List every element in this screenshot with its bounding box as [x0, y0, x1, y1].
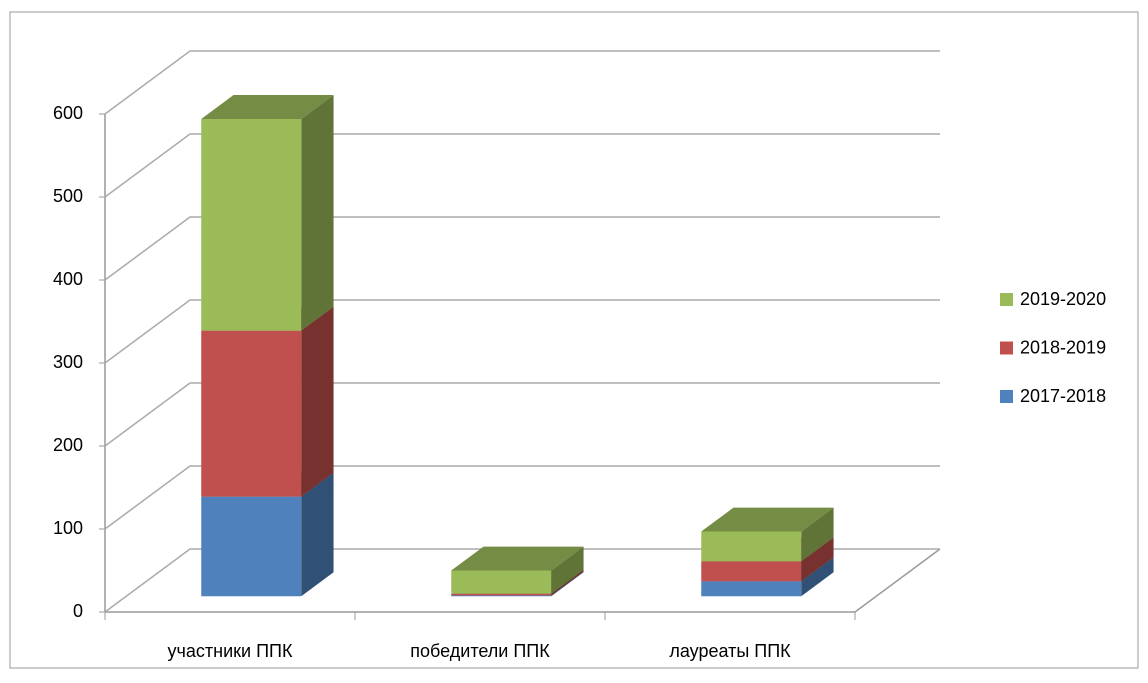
y-tick-label: 600 [53, 103, 83, 123]
bar-side [551, 546, 584, 594]
legend-swatch [1000, 341, 1013, 355]
y-tick-label: 300 [53, 352, 83, 372]
bar [201, 119, 302, 331]
bar-top [201, 95, 334, 119]
grid-line [104, 133, 940, 198]
bar [201, 330, 302, 497]
grid-line [104, 465, 940, 530]
bar [451, 593, 552, 596]
bar-side [551, 569, 584, 596]
legend-swatch [1000, 390, 1013, 403]
bar-side [301, 472, 334, 597]
bar-side [801, 507, 834, 562]
bar-side [551, 571, 584, 597]
bar [701, 561, 802, 582]
x-tick-label: лауреаты ППК [669, 641, 791, 661]
grid-line [104, 299, 940, 364]
bar-top [451, 546, 584, 571]
y-tick-label: 0 [73, 601, 83, 621]
y-tick-label: 200 [53, 435, 83, 455]
grid-line [104, 382, 940, 447]
y-tick-label: 500 [53, 186, 83, 206]
y-tick-label: 100 [53, 518, 83, 538]
grid-line [104, 50, 940, 115]
bar [451, 595, 552, 597]
bar-top [701, 507, 834, 532]
legend-label: 2018-2019 [1020, 337, 1106, 357]
chart-border [9, 11, 1139, 669]
bar [701, 581, 802, 597]
bar [451, 570, 552, 594]
bar [701, 531, 802, 562]
x-tick-label: участники ППК [168, 641, 293, 661]
bar [201, 496, 302, 597]
legend-label: 2017-2018 [1020, 386, 1106, 406]
grid-line [104, 216, 940, 281]
bar-side [301, 306, 334, 497]
bar-side [801, 557, 834, 597]
bar-side [301, 95, 334, 331]
bar-side [801, 537, 834, 582]
legend-swatch [1000, 293, 1013, 306]
legend-label: 2019-2020 [1020, 289, 1106, 309]
x-tick-label: победители ППК [410, 641, 550, 661]
grid-line [104, 548, 940, 613]
y-tick-label: 400 [53, 269, 83, 289]
